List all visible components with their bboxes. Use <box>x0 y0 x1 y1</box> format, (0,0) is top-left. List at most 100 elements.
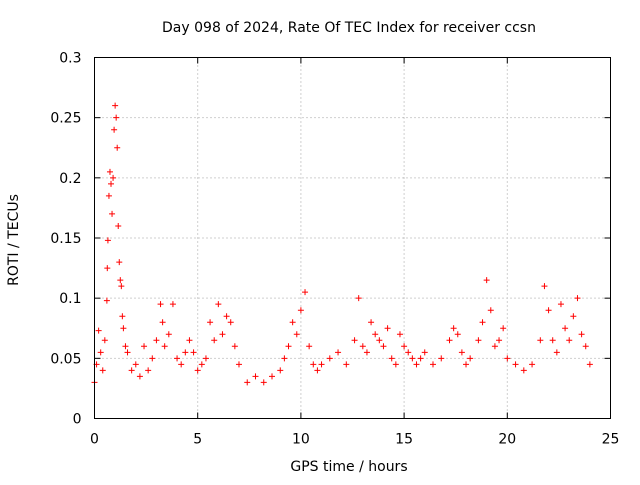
data-point <box>405 349 412 356</box>
data-point <box>553 349 560 356</box>
data-point <box>231 343 238 350</box>
data-point <box>159 319 166 326</box>
data-point <box>153 337 160 344</box>
data-point <box>306 343 313 350</box>
data-point <box>380 343 387 350</box>
x-tick-label: 5 <box>193 432 202 448</box>
data-point <box>355 295 362 302</box>
data-point <box>260 379 267 386</box>
x-tick-label: 20 <box>498 432 516 448</box>
data-point <box>145 367 152 374</box>
data-point <box>128 367 135 374</box>
data-point <box>235 361 242 368</box>
data-point <box>117 277 124 284</box>
data-point <box>103 297 110 304</box>
data-point <box>99 367 106 374</box>
data-point <box>401 343 408 350</box>
data-point <box>141 343 148 350</box>
data-point <box>496 337 503 344</box>
data-point <box>549 337 556 344</box>
data-point <box>388 355 395 362</box>
data-point <box>363 349 370 356</box>
y-tick-label: 0.3 <box>59 51 81 67</box>
data-point <box>178 361 185 368</box>
x-axis-label: GPS time / hours <box>290 459 407 475</box>
data-point <box>182 349 189 356</box>
axis-ticks <box>94 57 611 419</box>
data-point <box>578 331 585 338</box>
data-point <box>454 331 461 338</box>
data-point <box>244 379 251 386</box>
data-point <box>450 325 457 332</box>
data-point <box>186 337 193 344</box>
y-tick-label: 0.05 <box>50 351 81 367</box>
data-point <box>491 343 498 350</box>
data-point <box>343 361 350 368</box>
data-point <box>194 367 201 374</box>
y-tick-label: 0 <box>73 412 82 428</box>
data-point <box>487 307 494 314</box>
data-point <box>169 301 176 308</box>
data-point <box>122 343 129 350</box>
data-point <box>227 319 234 326</box>
y-tick-label: 0.25 <box>50 111 81 127</box>
data-point <box>586 361 593 368</box>
data-point <box>207 319 214 326</box>
data-point <box>211 337 218 344</box>
chart-title: Day 098 of 2024, Rate Of TEC Index for r… <box>162 20 536 36</box>
data-point <box>376 337 383 344</box>
data-point <box>314 367 321 374</box>
data-point <box>219 331 226 338</box>
data-point <box>112 102 119 109</box>
data-point <box>318 361 325 368</box>
x-tick-label: 25 <box>602 432 620 448</box>
data-point <box>392 361 399 368</box>
y-axis-label: ROTI / TECUs <box>6 194 22 286</box>
data-point <box>119 313 126 320</box>
data-point <box>384 325 391 332</box>
data-point <box>190 349 197 356</box>
data-point <box>105 192 112 199</box>
data-point <box>293 331 300 338</box>
data-point <box>545 307 552 314</box>
data-point <box>483 277 490 284</box>
data-point <box>269 373 276 380</box>
data-point <box>110 174 117 181</box>
data-point <box>202 355 209 362</box>
data-point <box>574 295 581 302</box>
data-point <box>285 343 292 350</box>
data-point <box>101 337 108 344</box>
data-point <box>512 361 519 368</box>
x-tick-label: 0 <box>90 432 99 448</box>
data-point <box>165 331 172 338</box>
data-point <box>359 343 366 350</box>
data-point <box>281 355 288 362</box>
data-point <box>409 355 416 362</box>
data-point <box>520 367 527 374</box>
data-point <box>562 325 569 332</box>
y-tick-label: 0.1 <box>59 291 81 307</box>
data-point <box>120 325 127 332</box>
data-point <box>368 319 375 326</box>
data-point <box>326 355 333 362</box>
data-point <box>97 349 104 356</box>
data-point <box>124 349 131 356</box>
data-point <box>113 114 120 121</box>
data-point <box>429 361 436 368</box>
data-point <box>479 319 486 326</box>
data-point <box>570 313 577 320</box>
tick-labels: 0 5 10 15 20 25 0 0.05 0.1 0.15 0.2 0.25 0.3 <box>50 51 619 448</box>
data-point <box>417 355 424 362</box>
data-point <box>500 325 507 332</box>
data-point <box>335 349 342 356</box>
data-point <box>289 319 296 326</box>
data-point <box>467 355 474 362</box>
y-tick-label: 0.2 <box>59 171 81 187</box>
data-point <box>277 367 284 374</box>
data-point <box>537 337 544 344</box>
data-point <box>302 289 309 296</box>
data-point <box>458 349 465 356</box>
data-point <box>310 361 317 368</box>
data-point <box>582 343 589 350</box>
